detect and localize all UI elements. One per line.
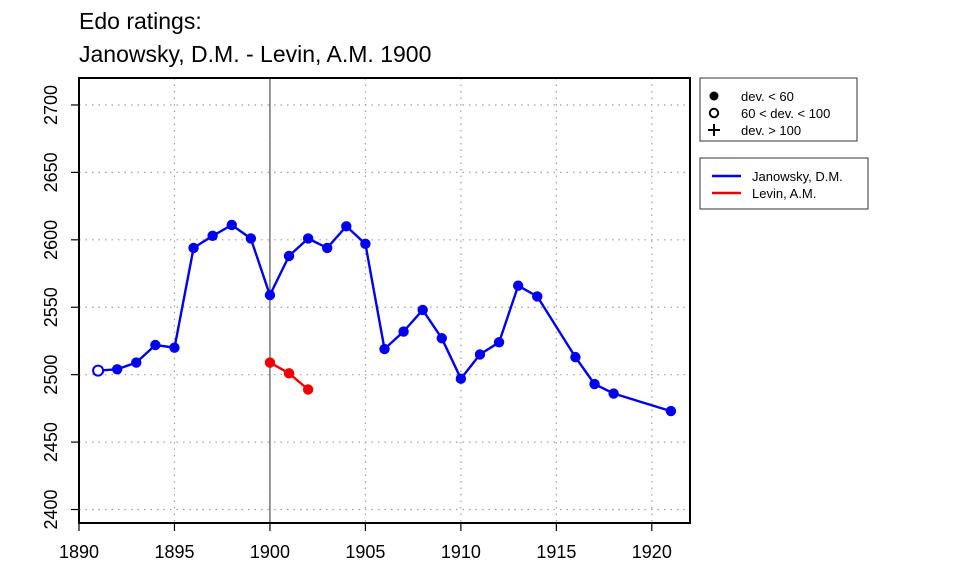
data-point [226, 219, 237, 231]
series-group [92, 219, 677, 417]
data-point [207, 230, 218, 241]
y-tick-label: 2500 [41, 355, 61, 395]
x-tick-label: 1915 [536, 542, 576, 562]
data-point [111, 364, 123, 375]
data-point [570, 351, 581, 363]
x-tick-label: 1905 [345, 542, 385, 562]
data-point [302, 233, 314, 244]
plus-icon [708, 124, 720, 136]
x-tick-label: 1900 [250, 542, 290, 562]
y-tick-label: 2600 [41, 220, 61, 260]
series-legend-box [699, 157, 869, 210]
data-point [608, 388, 619, 399]
data-point [169, 342, 180, 353]
y-tick-label: 2650 [41, 152, 61, 192]
deviation-legend: dev. < 60 60 < dev. < 100 dev. > 100 [699, 77, 858, 142]
data-point [417, 304, 428, 316]
series-0 [92, 219, 677, 417]
data-point [532, 291, 543, 302]
data-point [398, 326, 409, 337]
y-tick-label: 2400 [41, 489, 61, 529]
data-point [283, 368, 295, 379]
data-point [589, 378, 600, 390]
series-legend: Janowsky, D.M. Levin, A.M. [699, 157, 869, 210]
data-point [474, 349, 486, 360]
data-point [302, 384, 314, 395]
open-circle-icon [708, 107, 720, 119]
data-point [264, 357, 276, 368]
x-tick-label: 1890 [59, 542, 99, 562]
data-point [455, 373, 467, 384]
x-tick-label: 1910 [441, 542, 481, 562]
x-tick-label: 1920 [632, 542, 672, 562]
data-point [131, 357, 142, 368]
x-tick-label: 1895 [154, 542, 194, 562]
chart-title: Edo ratings: [79, 8, 202, 34]
data-point [436, 333, 447, 344]
data-point [188, 242, 199, 254]
legends: dev. < 60 60 < dev. < 100 dev. > 100 Janows… [699, 77, 869, 210]
data-point [493, 337, 505, 348]
deviation-legend-box [699, 77, 858, 142]
series-1 [264, 357, 314, 395]
plot-frame [78, 77, 691, 524]
data-point [92, 364, 105, 377]
deviation-legend-label: dev. > 100 [741, 123, 801, 138]
data-point [341, 221, 352, 232]
filled-circle-icon [709, 91, 719, 101]
deviation-legend-label: 60 < dev. < 100 [741, 106, 830, 121]
data-point [379, 343, 390, 355]
chart-subtitle: Janowsky, D.M. - Levin, A.M. 1900 [79, 41, 431, 67]
y-tick-label: 2450 [41, 422, 61, 462]
data-point [150, 339, 161, 351]
data-point [322, 242, 333, 254]
data-point [665, 405, 677, 417]
series-line [98, 223, 672, 413]
data-point [245, 233, 257, 244]
data-point [283, 250, 295, 262]
y-tick-label: 2550 [41, 287, 61, 327]
data-point [512, 280, 524, 291]
series-legend-label: Janowsky, D.M. [752, 169, 843, 184]
series-legend-label: Levin, A.M. [752, 186, 816, 201]
data-point [360, 238, 371, 250]
axes: 1890 1895 1900 1905 1910 1915 1920 2400 2450 2500… [41, 85, 672, 562]
deviation-legend-label: dev. < 60 [741, 89, 794, 104]
data-point [264, 289, 276, 301]
grid-lines [78, 78, 690, 523]
y-tick-label: 2700 [41, 85, 61, 125]
